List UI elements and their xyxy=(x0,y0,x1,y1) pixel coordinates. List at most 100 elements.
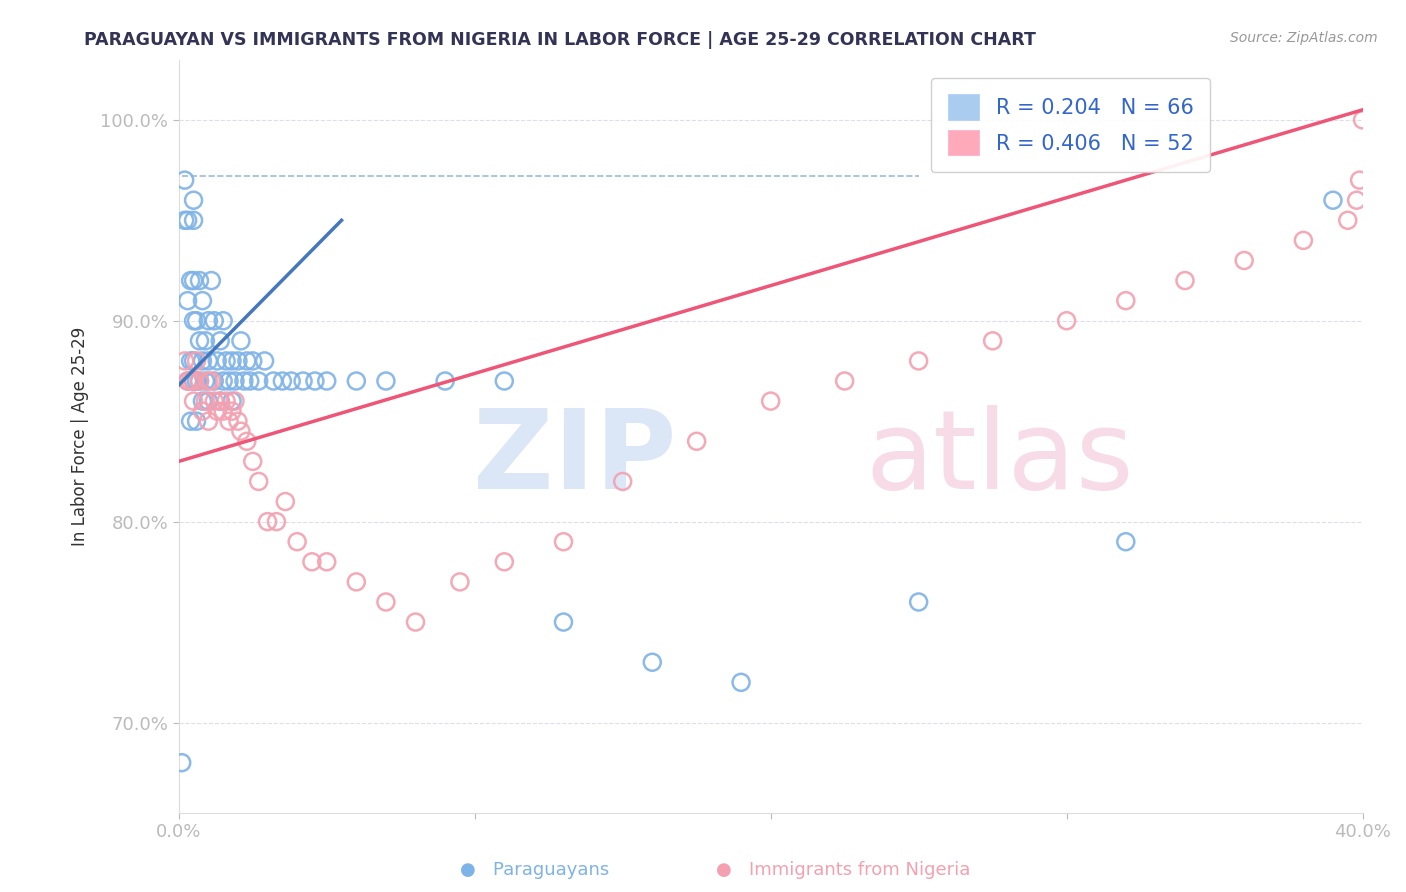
Point xyxy=(176,374,198,388)
Point xyxy=(641,655,664,669)
Point xyxy=(304,374,326,388)
Point xyxy=(186,314,208,328)
Point xyxy=(183,354,205,368)
Point xyxy=(730,675,752,690)
Point xyxy=(494,555,516,569)
Point xyxy=(1233,253,1256,268)
Point xyxy=(253,354,276,368)
Point xyxy=(292,374,315,388)
Point xyxy=(180,354,202,368)
Point xyxy=(434,374,457,388)
Point xyxy=(221,354,243,368)
Point xyxy=(197,354,219,368)
Legend: R = 0.204   N = 66, R = 0.406   N = 52: R = 0.204 N = 66, R = 0.406 N = 52 xyxy=(931,78,1211,172)
Point xyxy=(686,434,709,449)
Point xyxy=(176,213,198,227)
Point xyxy=(207,354,229,368)
Point xyxy=(188,334,211,348)
Point xyxy=(202,394,225,409)
Point xyxy=(200,374,222,388)
Point xyxy=(449,574,471,589)
Point xyxy=(553,534,575,549)
Point xyxy=(183,374,205,388)
Point xyxy=(173,354,195,368)
Point xyxy=(247,374,270,388)
Point xyxy=(200,274,222,288)
Point xyxy=(191,394,214,409)
Point xyxy=(274,494,297,508)
Point xyxy=(263,374,285,388)
Point xyxy=(183,394,205,409)
Point xyxy=(209,394,232,409)
Point xyxy=(170,756,193,770)
Point xyxy=(344,374,367,388)
Point xyxy=(191,404,214,418)
Point xyxy=(194,394,217,409)
Point xyxy=(186,414,208,428)
Point xyxy=(188,274,211,288)
Point xyxy=(183,314,205,328)
Point xyxy=(197,374,219,388)
Point xyxy=(236,434,259,449)
Point xyxy=(202,314,225,328)
Point xyxy=(207,404,229,418)
Point xyxy=(266,515,288,529)
Point xyxy=(242,354,264,368)
Point xyxy=(197,314,219,328)
Point xyxy=(374,374,396,388)
Point xyxy=(612,475,634,489)
Text: ZIP: ZIP xyxy=(472,405,676,512)
Point xyxy=(229,424,252,438)
Point xyxy=(981,334,1004,348)
Point xyxy=(271,374,294,388)
Point xyxy=(1056,314,1078,328)
Point xyxy=(188,374,211,388)
Point xyxy=(186,354,208,368)
Point xyxy=(242,454,264,468)
Point xyxy=(180,274,202,288)
Point xyxy=(224,374,246,388)
Point xyxy=(212,314,235,328)
Point xyxy=(834,374,856,388)
Point xyxy=(186,374,208,388)
Point xyxy=(173,173,195,187)
Point xyxy=(194,334,217,348)
Point xyxy=(232,374,254,388)
Point xyxy=(212,374,235,388)
Point xyxy=(1351,112,1374,127)
Y-axis label: In Labor Force | Age 25-29: In Labor Force | Age 25-29 xyxy=(72,326,89,546)
Point xyxy=(224,394,246,409)
Point xyxy=(553,615,575,629)
Point xyxy=(202,374,225,388)
Point xyxy=(176,293,198,308)
Point xyxy=(197,414,219,428)
Point xyxy=(173,213,195,227)
Point xyxy=(1115,534,1137,549)
Point xyxy=(301,555,323,569)
Point xyxy=(1348,173,1371,187)
Point xyxy=(215,354,238,368)
Point xyxy=(344,574,367,589)
Point xyxy=(285,534,308,549)
Point xyxy=(209,334,232,348)
Point xyxy=(180,414,202,428)
Point xyxy=(221,404,243,418)
Point xyxy=(1115,293,1137,308)
Point xyxy=(218,414,240,428)
Point xyxy=(183,193,205,207)
Text: ●   Paraguayans: ● Paraguayans xyxy=(460,861,609,879)
Point xyxy=(315,374,337,388)
Point xyxy=(1337,213,1360,227)
Point xyxy=(188,374,211,388)
Text: atlas: atlas xyxy=(865,405,1133,512)
Point xyxy=(212,404,235,418)
Point xyxy=(226,354,249,368)
Text: ●   Immigrants from Nigeria: ● Immigrants from Nigeria xyxy=(717,861,970,879)
Point xyxy=(183,274,205,288)
Point xyxy=(1292,233,1315,247)
Point xyxy=(374,595,396,609)
Point xyxy=(183,374,205,388)
Point xyxy=(256,515,278,529)
Text: Source: ZipAtlas.com: Source: ZipAtlas.com xyxy=(1230,31,1378,45)
Point xyxy=(1346,193,1368,207)
